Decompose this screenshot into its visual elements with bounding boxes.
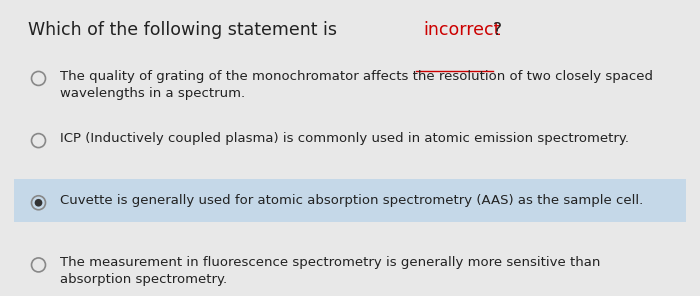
Text: ?: ? xyxy=(494,21,503,39)
Text: incorrect: incorrect xyxy=(424,21,501,39)
Text: The measurement in fluorescence spectrometry is generally more sensitive than
ab: The measurement in fluorescence spectrom… xyxy=(60,256,600,286)
Text: The quality of grating of the monochromator affects the resolution of two closel: The quality of grating of the monochroma… xyxy=(60,70,652,99)
FancyBboxPatch shape xyxy=(14,179,686,222)
Text: Cuvette is generally used for atomic absorption spectrometry (AAS) as the sample: Cuvette is generally used for atomic abs… xyxy=(60,194,643,207)
Circle shape xyxy=(34,199,43,207)
Text: Which of the following statement is: Which of the following statement is xyxy=(28,21,342,39)
Text: ICP (Inductively coupled plasma) is commonly used in atomic emission spectrometr: ICP (Inductively coupled plasma) is comm… xyxy=(60,132,629,145)
